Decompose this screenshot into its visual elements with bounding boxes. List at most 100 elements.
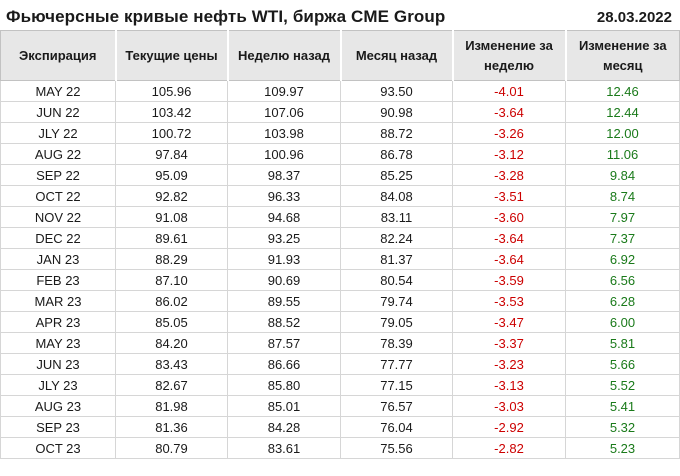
cell-current-price: 95.09 xyxy=(115,164,228,186)
table-body: MAY 22 105.96 109.97 93.50 -4.01 12.46 JUN 22 1… xyxy=(0,80,680,459)
cell-expiration: MAY 22 xyxy=(0,80,116,102)
cell-week-change: -3.37 xyxy=(452,332,566,354)
col-header-week-change: Изменение за неделю xyxy=(451,30,566,81)
cell-week-ago: 100.96 xyxy=(227,143,341,165)
table-row: DEC 22 89.61 93.25 82.24 -3.64 7.37 xyxy=(0,227,680,249)
cell-current-price: 103.42 xyxy=(115,101,228,123)
cell-current-price: 100.72 xyxy=(115,122,228,144)
cell-current-price: 80.79 xyxy=(115,437,228,459)
cell-month-ago: 76.04 xyxy=(340,416,453,438)
cell-week-ago: 96.33 xyxy=(227,185,341,207)
cell-month-change: 6.92 xyxy=(565,248,680,270)
cell-month-change: 5.32 xyxy=(565,416,680,438)
table-row: FEB 23 87.10 90.69 80.54 -3.59 6.56 xyxy=(0,269,680,291)
cell-week-change: -3.59 xyxy=(452,269,566,291)
table-row: NOV 22 91.08 94.68 83.11 -3.60 7.97 xyxy=(0,206,680,228)
cell-week-change: -3.53 xyxy=(452,290,566,312)
table-row: JLY 23 82.67 85.80 77.15 -3.13 5.52 xyxy=(0,374,680,396)
cell-month-ago: 82.24 xyxy=(340,227,453,249)
cell-current-price: 81.36 xyxy=(115,416,228,438)
cell-expiration: FEB 23 xyxy=(0,269,116,291)
cell-expiration: OCT 22 xyxy=(0,185,116,207)
table-row: AUG 22 97.84 100.96 86.78 -3.12 11.06 xyxy=(0,143,680,165)
cell-expiration: SEP 22 xyxy=(0,164,116,186)
cell-month-ago: 86.78 xyxy=(340,143,453,165)
title-bar: Фьючерсные кривые нефть WTI, биржа CME G… xyxy=(0,0,680,30)
cell-current-price: 86.02 xyxy=(115,290,228,312)
cell-current-price: 88.29 xyxy=(115,248,228,270)
cell-month-change: 5.81 xyxy=(565,332,680,354)
cell-week-ago: 83.61 xyxy=(227,437,341,459)
cell-month-change: 9.84 xyxy=(565,164,680,186)
cell-current-price: 92.82 xyxy=(115,185,228,207)
cell-week-change: -3.23 xyxy=(452,353,566,375)
cell-current-price: 87.10 xyxy=(115,269,228,291)
cell-month-ago: 77.77 xyxy=(340,353,453,375)
cell-current-price: 89.61 xyxy=(115,227,228,249)
cell-expiration: JUN 22 xyxy=(0,101,116,123)
cell-expiration: JUN 23 xyxy=(0,353,116,375)
cell-week-change: -3.28 xyxy=(452,164,566,186)
table-row: JUN 22 103.42 107.06 90.98 -3.64 12.44 xyxy=(0,101,680,123)
cell-expiration: JAN 23 xyxy=(0,248,116,270)
cell-current-price: 84.20 xyxy=(115,332,228,354)
table-row: SEP 23 81.36 84.28 76.04 -2.92 5.32 xyxy=(0,416,680,438)
cell-month-change: 12.00 xyxy=(565,122,680,144)
cell-month-ago: 79.05 xyxy=(340,311,453,333)
cell-expiration: MAY 23 xyxy=(0,332,116,354)
cell-expiration: AUG 22 xyxy=(0,143,116,165)
cell-week-change: -2.82 xyxy=(452,437,566,459)
cell-week-change: -3.64 xyxy=(452,227,566,249)
cell-month-change: 5.66 xyxy=(565,353,680,375)
cell-month-change: 5.23 xyxy=(565,437,680,459)
cell-week-change: -3.13 xyxy=(452,374,566,396)
cell-week-ago: 87.57 xyxy=(227,332,341,354)
cell-week-ago: 94.68 xyxy=(227,206,341,228)
cell-week-ago: 85.01 xyxy=(227,395,341,417)
cell-month-ago: 75.56 xyxy=(340,437,453,459)
cell-week-ago: 107.06 xyxy=(227,101,341,123)
cell-week-change: -3.51 xyxy=(452,185,566,207)
report-date: 28.03.2022 xyxy=(596,8,672,26)
table-row: JUN 23 83.43 86.66 77.77 -3.23 5.66 xyxy=(0,353,680,375)
page-title: Фьючерсные кривые нефть WTI, биржа CME G… xyxy=(6,7,446,26)
cell-month-ago: 77.15 xyxy=(340,374,453,396)
col-header-week-ago: Неделю назад xyxy=(226,30,341,81)
cell-month-ago: 84.08 xyxy=(340,185,453,207)
cell-month-ago: 85.25 xyxy=(340,164,453,186)
table-row: OCT 23 80.79 83.61 75.56 -2.82 5.23 xyxy=(0,437,680,459)
cell-month-change: 6.56 xyxy=(565,269,680,291)
col-header-month-ago: Месяц назад xyxy=(339,30,453,81)
cell-week-ago: 90.69 xyxy=(227,269,341,291)
cell-week-ago: 109.97 xyxy=(227,80,341,102)
cell-month-ago: 83.11 xyxy=(340,206,453,228)
cell-week-change: -3.03 xyxy=(452,395,566,417)
cell-month-ago: 81.37 xyxy=(340,248,453,270)
cell-expiration: OCT 23 xyxy=(0,437,116,459)
cell-month-change: 11.06 xyxy=(565,143,680,165)
cell-month-ago: 80.54 xyxy=(340,269,453,291)
table-row: MAY 23 84.20 87.57 78.39 -3.37 5.81 xyxy=(0,332,680,354)
cell-expiration: SEP 23 xyxy=(0,416,116,438)
col-header-month-change: Изменение за месяц xyxy=(564,30,680,81)
cell-week-change: -3.26 xyxy=(452,122,566,144)
cell-expiration: JLY 22 xyxy=(0,122,116,144)
cell-current-price: 85.05 xyxy=(115,311,228,333)
cell-current-price: 97.84 xyxy=(115,143,228,165)
cell-month-ago: 78.39 xyxy=(340,332,453,354)
cell-current-price: 83.43 xyxy=(115,353,228,375)
cell-expiration: DEC 22 xyxy=(0,227,116,249)
col-header-expiration: Экспирация xyxy=(0,30,116,81)
table-row: JAN 23 88.29 91.93 81.37 -3.64 6.92 xyxy=(0,248,680,270)
cell-week-ago: 103.98 xyxy=(227,122,341,144)
cell-week-ago: 93.25 xyxy=(227,227,341,249)
cell-expiration: APR 23 xyxy=(0,311,116,333)
cell-expiration: MAR 23 xyxy=(0,290,116,312)
table-row: SEP 22 95.09 98.37 85.25 -3.28 9.84 xyxy=(0,164,680,186)
cell-month-ago: 93.50 xyxy=(340,80,453,102)
cell-current-price: 82.67 xyxy=(115,374,228,396)
cell-week-ago: 84.28 xyxy=(227,416,341,438)
table-row: AUG 23 81.98 85.01 76.57 -3.03 5.41 xyxy=(0,395,680,417)
cell-month-ago: 88.72 xyxy=(340,122,453,144)
cell-week-ago: 98.37 xyxy=(227,164,341,186)
